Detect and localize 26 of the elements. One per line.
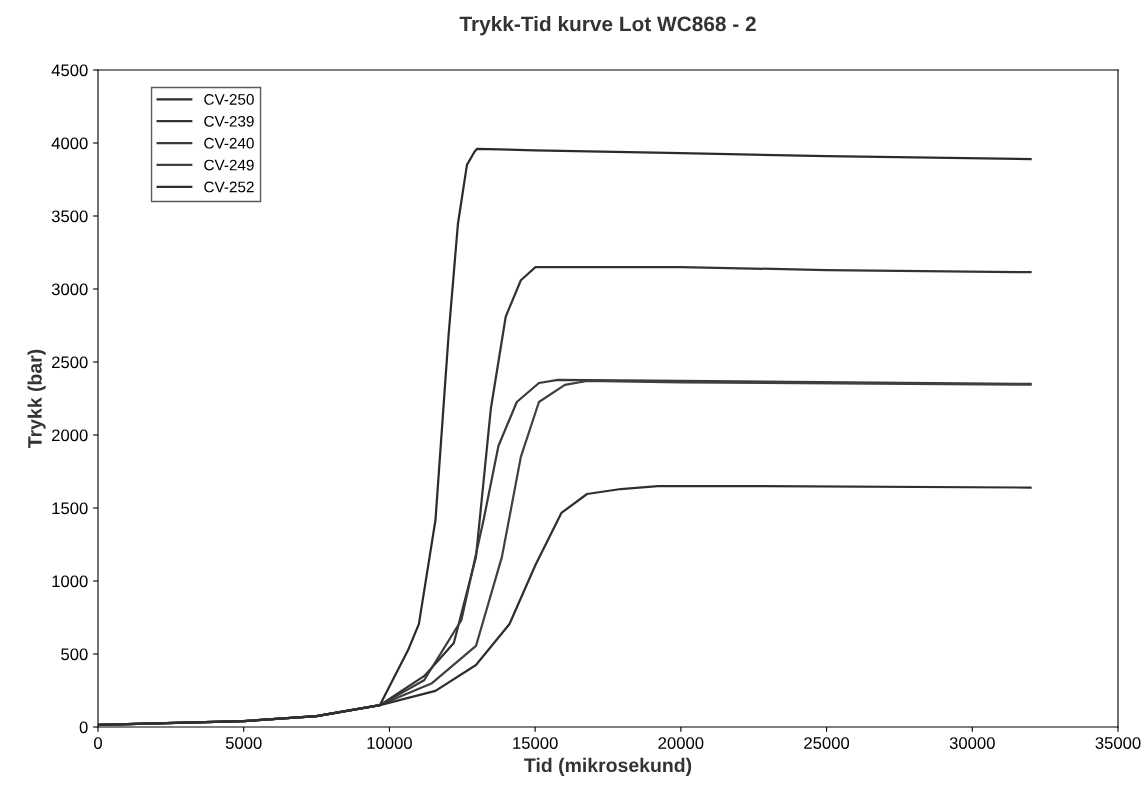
y-tick-label: 500 [61, 648, 88, 661]
y-tick-label: 1000 [52, 575, 88, 588]
legend-label: CV-252 [204, 181, 254, 193]
y-tick-label: 2500 [52, 356, 88, 369]
x-tick-label: 0 [94, 737, 102, 749]
y-axis-title: Trykk (bar) [27, 349, 46, 448]
legend-label: CV-240 [204, 137, 254, 149]
x-tick-label: 35000 [1095, 737, 1141, 749]
legend-label: CV-249 [204, 159, 254, 171]
y-tick-label: 2000 [52, 429, 88, 442]
legend-label: CV-250 [204, 94, 254, 105]
x-tick-label: 5000 [225, 737, 262, 749]
y-tick-label: 3000 [51, 283, 88, 296]
x-tick-label: 15000 [513, 737, 558, 749]
x-tick-label: 20000 [658, 737, 704, 749]
x-tick-label: 25000 [804, 737, 850, 749]
chart-title: Trykk-Tid kurve Lot WC868 - 2 [459, 16, 756, 36]
x-tick-label: 10000 [367, 737, 412, 749]
y-tick-label: 3500 [51, 210, 88, 223]
x-tick-label: 30000 [949, 737, 995, 749]
y-tick-label: 4000 [51, 137, 88, 150]
legend-label: CV-239 [204, 115, 254, 127]
y-tick-label: 4500 [51, 64, 88, 77]
y-tick-label: 0 [79, 721, 88, 734]
x-axis-title: Tid (mikrosekund) [524, 757, 692, 776]
y-tick-label: 1500 [52, 502, 88, 515]
